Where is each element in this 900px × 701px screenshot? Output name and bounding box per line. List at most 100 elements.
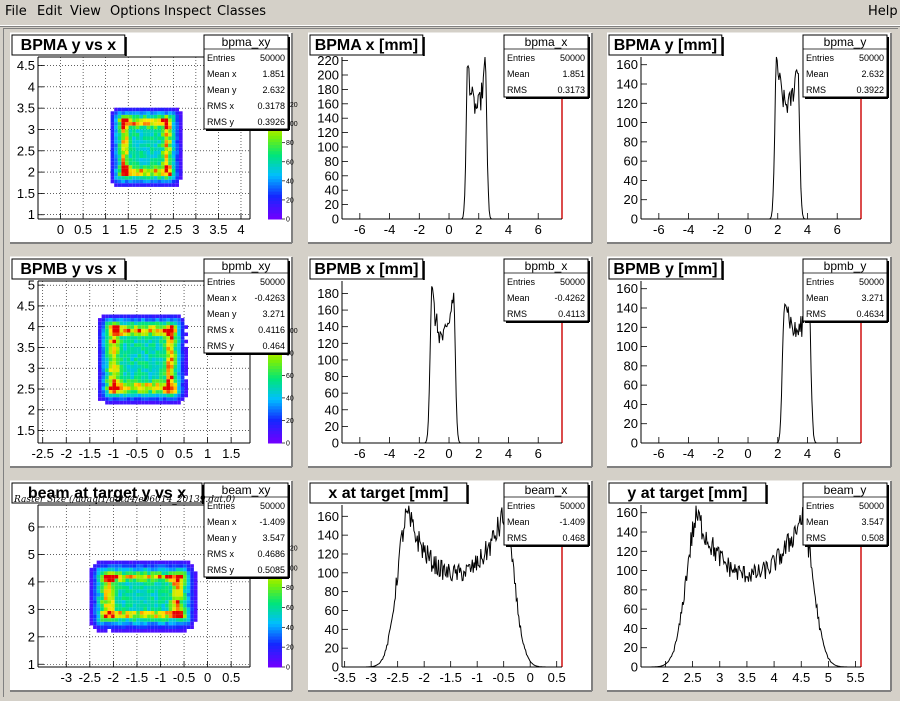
y-tick-label: 120 bbox=[317, 546, 339, 561]
heatmap-cell bbox=[98, 321, 102, 326]
menu-help[interactable]: Help bbox=[868, 4, 898, 19]
heatmap-cell bbox=[132, 158, 136, 162]
stats-name: beam_y bbox=[824, 483, 867, 497]
heatmap-cell bbox=[166, 314, 170, 319]
stats-label: RMS x bbox=[207, 101, 235, 111]
heatmap-cell bbox=[137, 390, 142, 394]
heatmap-cell bbox=[118, 578, 122, 583]
heatmap-cell bbox=[107, 593, 112, 597]
heatmap-cell bbox=[148, 328, 152, 333]
heatmap-cell bbox=[155, 393, 160, 398]
stats-box bbox=[203, 34, 289, 130]
heatmap-cell bbox=[121, 176, 125, 180]
heatmap-cell bbox=[144, 393, 149, 398]
heatmap-cell bbox=[129, 593, 133, 597]
heatmap-cell bbox=[98, 332, 102, 337]
heatmap-cell bbox=[146, 132, 151, 137]
palette-step bbox=[268, 620, 282, 625]
heatmap-cell bbox=[135, 154, 140, 159]
heatmap-cell bbox=[183, 560, 187, 565]
heatmap-cell bbox=[162, 350, 167, 355]
heatmap-cell bbox=[129, 621, 133, 626]
menu-edit[interactable]: Edit bbox=[37, 4, 63, 19]
x-tick-label: -2 bbox=[108, 670, 120, 685]
heatmap-cell bbox=[175, 183, 179, 187]
y-tick-label: 40 bbox=[624, 397, 638, 412]
stats-value: 50000 bbox=[260, 277, 285, 287]
heatmap-cell bbox=[117, 107, 122, 112]
heatmap-cell bbox=[134, 397, 138, 401]
heatmap-cell bbox=[89, 611, 94, 615]
palette-step bbox=[268, 374, 282, 379]
heatmap-cell bbox=[144, 375, 149, 380]
heatmap-cell bbox=[105, 372, 109, 376]
stats-label: RMS bbox=[806, 85, 826, 95]
heatmap-cell bbox=[164, 129, 169, 133]
heatmap-cell bbox=[159, 357, 163, 362]
stats-value: 1.851 bbox=[262, 69, 285, 79]
heatmap-cell bbox=[159, 372, 163, 376]
heatmap-cell bbox=[170, 332, 174, 337]
heatmap-cell bbox=[166, 357, 170, 362]
heatmap-cell bbox=[157, 571, 162, 575]
root-canvas[interactable]: 0 20 40 60 80 100 120 0 0.5 1 1.5 2 2.5 3 3.5 4 1 1.5 2 2.5… bbox=[3, 28, 898, 697]
menu-file[interactable]: File bbox=[5, 4, 27, 19]
heatmap-cell bbox=[162, 354, 167, 358]
pad-beam_x[interactable]: -3.5 -3 -2.5 -2 -1.5 -1 -0.5 0 0.502040608010012… bbox=[308, 480, 593, 692]
heatmap-cell bbox=[179, 596, 184, 601]
heatmap-cell bbox=[136, 585, 140, 590]
heatmap-cell bbox=[144, 339, 149, 344]
heatmap-cell bbox=[184, 368, 188, 373]
heatmap-cell bbox=[164, 111, 169, 115]
palette-step bbox=[268, 181, 282, 186]
heatmap-cell bbox=[161, 600, 166, 604]
heatmap-cell bbox=[168, 154, 172, 159]
heatmap-cell bbox=[183, 625, 187, 629]
stats-value: 0.4113 bbox=[558, 309, 585, 319]
heatmap-cell bbox=[166, 350, 170, 355]
menu-options[interactable]: Options bbox=[110, 4, 161, 19]
palette-step bbox=[268, 629, 282, 634]
pad-bpma_x[interactable]: -6 -4 -2 0 2 4 6020406080100120140160180200220… bbox=[308, 32, 593, 244]
palette-step bbox=[268, 387, 282, 391]
heatmap-cell bbox=[150, 107, 154, 112]
heatmap-cell bbox=[130, 375, 134, 380]
heatmap-cell bbox=[118, 603, 122, 608]
palette-tick-label: 100 bbox=[286, 565, 298, 572]
menu-classes[interactable]: Classes bbox=[217, 4, 266, 19]
heatmap-cell bbox=[150, 122, 154, 126]
heatmap-cell bbox=[168, 136, 172, 141]
y-tick-label: 40 bbox=[325, 183, 339, 198]
palette-step bbox=[268, 194, 282, 198]
heatmap-cell bbox=[153, 147, 158, 151]
heatmap-cell bbox=[150, 140, 154, 144]
heatmap-cell bbox=[110, 136, 115, 141]
heatmap-cell bbox=[110, 154, 115, 159]
heatmap-cell bbox=[165, 618, 169, 622]
heatmap-cell bbox=[114, 161, 118, 166]
heatmap-cell bbox=[114, 129, 118, 133]
heatmap-cell bbox=[89, 578, 94, 583]
heatmap-cell bbox=[117, 111, 122, 115]
heatmap-cell bbox=[128, 161, 133, 166]
heatmap-cell bbox=[123, 368, 127, 373]
heatmap-cell bbox=[148, 332, 152, 337]
heatmap-cell bbox=[157, 122, 161, 126]
menu-view[interactable]: View bbox=[70, 4, 101, 19]
heatmap-cell bbox=[139, 564, 144, 568]
heatmap-cell bbox=[150, 603, 155, 608]
heatmap-cell bbox=[159, 339, 163, 344]
palette-step bbox=[268, 135, 282, 139]
menu-inspect[interactable]: Inspect bbox=[164, 4, 212, 19]
heatmap-cell bbox=[164, 176, 169, 180]
x-tick-label: 2.5 bbox=[684, 670, 702, 685]
pad-bpmb_xy[interactable]: 020406080100-2.5-2-1.5-1-0.500.511.51.52… bbox=[10, 256, 298, 468]
heatmap-cell bbox=[108, 357, 113, 362]
heatmap-cell bbox=[121, 560, 126, 565]
